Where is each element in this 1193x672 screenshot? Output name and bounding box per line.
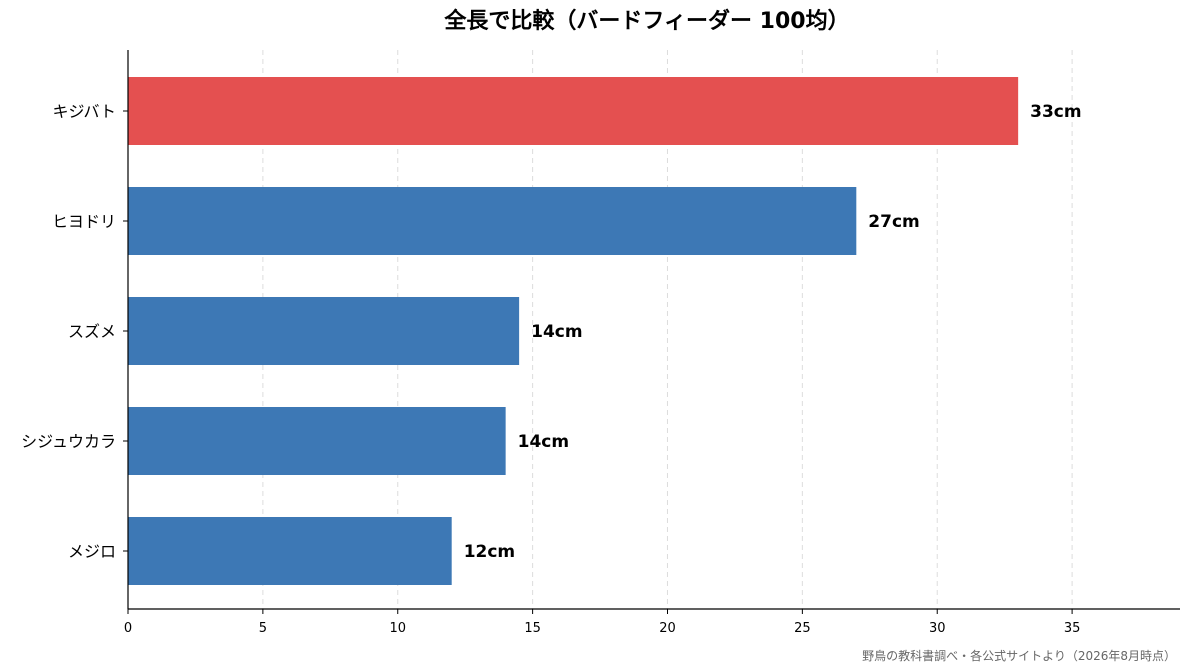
bar (128, 517, 452, 585)
bars (128, 77, 1019, 585)
bar (128, 187, 857, 255)
x-tick-label: 0 (124, 621, 132, 636)
labels: キジバト 33cm ヒヨドリ 27cm スズメ 14cm シジュウカラ 14cm メジロ 12cm… (21, 102, 1081, 636)
x-tick-label: 10 (389, 621, 406, 636)
x-tick-label: 30 (929, 621, 946, 636)
bar (128, 77, 1019, 145)
value-label: 14cm (518, 432, 569, 452)
x-tick-label: 5 (259, 621, 267, 636)
x-tick-label: 20 (659, 621, 676, 636)
category-label: キジバト (52, 102, 116, 121)
x-tick-label: 15 (524, 621, 541, 636)
value-label: 14cm (531, 322, 582, 342)
category-label: ヒヨドリ (52, 212, 116, 231)
x-tick-label: 35 (1064, 621, 1081, 636)
value-label: 12cm (464, 542, 515, 562)
chart-title: 全長で比較（バードフィーダー 100均） (443, 8, 849, 34)
category-label: メジロ (68, 542, 116, 561)
value-label: 27cm (868, 212, 919, 232)
bar (128, 297, 520, 365)
source-note: 野鳥の教科書調べ・各公式サイトより（2026年8月時点） (862, 648, 1176, 663)
x-tick-label: 25 (794, 621, 811, 636)
value-label: 33cm (1030, 102, 1081, 122)
category-label: シジュウカラ (21, 432, 116, 451)
category-label: スズメ (68, 322, 116, 341)
axes (123, 50, 1180, 614)
bar (128, 407, 506, 475)
